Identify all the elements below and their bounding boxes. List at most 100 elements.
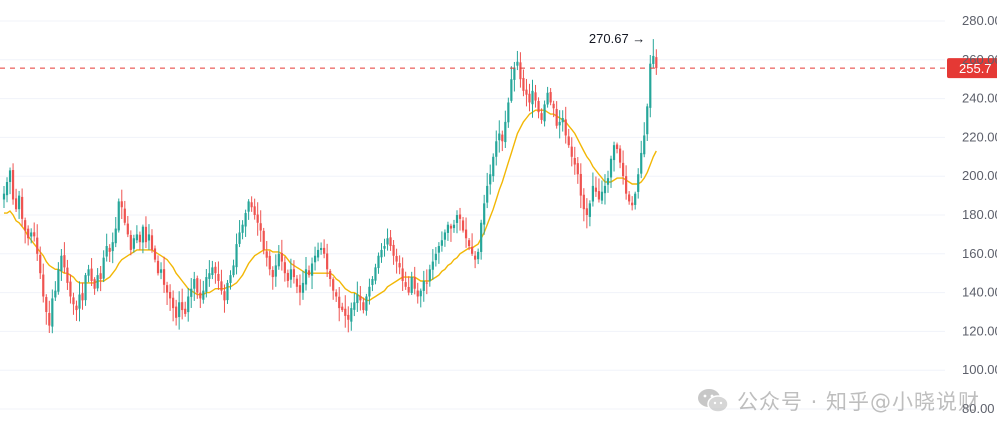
- candle-body: [582, 194, 585, 210]
- candle-body: [543, 104, 546, 122]
- candle-body: [567, 136, 570, 146]
- candle-body: [2, 193, 6, 200]
- candle-body: [223, 291, 226, 301]
- candle-body: [54, 290, 57, 298]
- candle-body: [63, 255, 66, 268]
- candle-body: [480, 222, 483, 252]
- candle-body: [18, 195, 21, 210]
- candle-body: [341, 306, 344, 311]
- candle-body: [332, 279, 335, 291]
- candle-body: [649, 63, 652, 108]
- candle-body: [190, 288, 193, 297]
- candle-body: [404, 282, 407, 287]
- candle-body: [458, 214, 462, 219]
- candle-body: [612, 145, 616, 161]
- candle-body: [329, 270, 332, 280]
- price-tag: [947, 58, 997, 79]
- candle-body: [244, 213, 247, 227]
- candle-body: [428, 269, 431, 282]
- candle-body: [57, 269, 60, 292]
- candle-body: [528, 93, 531, 103]
- candle-body: [489, 174, 492, 185]
- candle-body: [507, 102, 510, 123]
- candle-body: [193, 279, 196, 289]
- candle-body: [413, 277, 416, 289]
- y-tick-label: 220.00: [962, 129, 997, 144]
- candle-body: [220, 281, 223, 291]
- candle-body: [235, 244, 238, 268]
- candle-body: [531, 90, 534, 105]
- high-marker-label: 270.67 →: [589, 31, 645, 46]
- candle-body: [383, 246, 386, 249]
- candle-body: [492, 156, 495, 177]
- candle-body: [256, 214, 259, 223]
- candle-body: [504, 121, 507, 143]
- candle-body: [410, 277, 413, 293]
- candle-body: [21, 196, 24, 219]
- candle-body: [510, 79, 513, 101]
- candle-body: [72, 297, 75, 305]
- candle-body: [516, 61, 519, 66]
- candle-body: [386, 238, 389, 245]
- candle-body: [461, 220, 465, 231]
- candle-body: [307, 270, 311, 276]
- candle-body: [446, 224, 450, 233]
- candle-body: [368, 286, 371, 297]
- candle-body: [519, 62, 522, 80]
- watermark-text: 公众号 · 知乎@小晓说财: [737, 390, 981, 414]
- y-tick-label: 140.00: [962, 285, 997, 300]
- y-axis: 280.00 260.00 240.00 220.00 200.00 180.00 160.…: [962, 13, 997, 416]
- candle-body: [434, 253, 437, 261]
- candle-body: [141, 226, 145, 243]
- candle-body: [229, 275, 232, 283]
- candle-body: [153, 248, 157, 260]
- candle-body: [643, 135, 646, 155]
- candle-body: [259, 223, 262, 231]
- candle-body: [646, 106, 649, 135]
- candle-body: [552, 103, 555, 109]
- candle-body: [655, 57, 658, 69]
- candle-body: [42, 274, 45, 297]
- candle-body: [316, 249, 320, 258]
- candle-body: [618, 148, 622, 163]
- candle-body: [90, 268, 93, 281]
- candle-body: [217, 273, 220, 281]
- candle-body: [147, 234, 151, 241]
- candle-body: [622, 162, 625, 177]
- candle-body: [169, 291, 172, 299]
- candle-body: [401, 268, 404, 281]
- candle-body: [609, 158, 613, 178]
- candle-body: [335, 292, 338, 297]
- candle-body: [398, 263, 401, 268]
- candle-body: [99, 273, 102, 280]
- candle-body: [196, 278, 199, 293]
- candle-body: [187, 296, 190, 313]
- candle-body: [111, 242, 114, 252]
- candle-body: [464, 229, 468, 239]
- candle-body: [181, 302, 184, 311]
- candle-body: [144, 226, 148, 243]
- candle-body: [471, 246, 474, 254]
- candle-body: [477, 251, 480, 260]
- candle-body: [558, 121, 561, 126]
- candle-body: [226, 282, 229, 301]
- candle-body: [338, 296, 341, 309]
- candle-body: [232, 265, 235, 276]
- candle-body: [277, 253, 280, 267]
- candle-body: [631, 202, 634, 206]
- candle-body: [573, 157, 576, 165]
- candle-body: [537, 101, 540, 113]
- candle-body: [286, 272, 289, 281]
- candle-body: [114, 228, 117, 244]
- candle-body: [208, 273, 211, 279]
- candle-body: [374, 267, 377, 281]
- current-price-line: 255.7: [0, 58, 997, 79]
- candle-body: [48, 313, 51, 326]
- candle-body: [483, 203, 486, 225]
- candle-body: [199, 292, 202, 299]
- candle-body: [371, 279, 374, 286]
- candle-body: [165, 285, 169, 293]
- candle-body: [301, 282, 305, 293]
